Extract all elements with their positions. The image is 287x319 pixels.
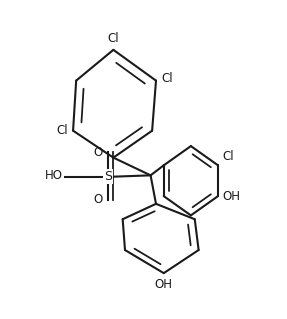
Text: Cl: Cl (108, 32, 119, 45)
Text: Cl: Cl (162, 72, 173, 85)
Text: Cl: Cl (222, 150, 234, 163)
Text: O: O (93, 146, 102, 159)
Text: HO: HO (45, 169, 63, 182)
Text: OH: OH (222, 189, 241, 203)
Text: Cl: Cl (56, 124, 67, 137)
Text: OH: OH (155, 278, 173, 291)
Text: S: S (104, 170, 112, 183)
Text: O: O (93, 194, 102, 206)
